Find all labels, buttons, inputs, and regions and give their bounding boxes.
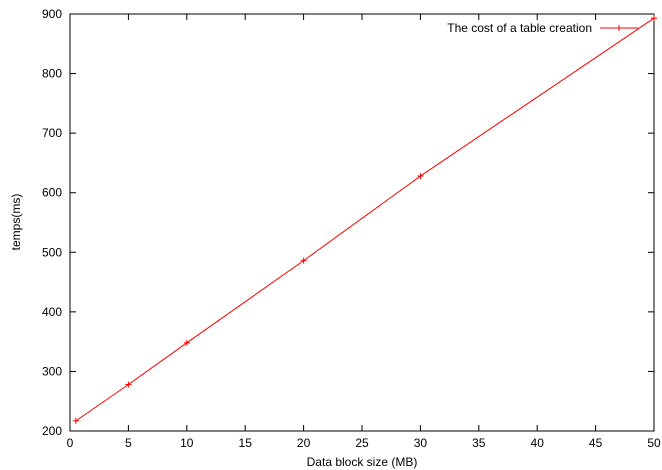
axis-tick-labels: 0 5 10 15 20 25 30 35 40 45 50 200 300 400 500 600 700 80…: [42, 7, 661, 450]
x-tick-label-10: 50: [647, 436, 661, 450]
legend-label: The cost of a table creation: [447, 21, 592, 35]
x-tick-label-2: 10: [180, 436, 194, 450]
x-tick-label-5: 25: [355, 436, 369, 450]
y-tick-label-4: 600: [42, 186, 62, 200]
y-axis-label: temps(ms): [9, 194, 23, 251]
legend: The cost of a table creation: [447, 21, 638, 35]
x-tick-label-8: 40: [531, 436, 545, 450]
data-point-0-2: [183, 339, 190, 346]
y-tick-label-2: 400: [42, 305, 62, 319]
x-tick-label-9: 45: [589, 436, 603, 450]
legend-marker: [616, 25, 622, 31]
x-tick-label-3: 15: [239, 436, 253, 450]
series-layer: [72, 15, 657, 424]
y-tick-label-7: 900: [42, 7, 62, 21]
series-line-0: [75, 17, 655, 422]
x-axis-label: Data block size (MB): [307, 455, 418, 469]
axis-ticks: [69, 13, 655, 432]
x-tick-label-7: 35: [472, 436, 486, 450]
data-point-0-4: [417, 173, 424, 180]
y-tick-label-3: 500: [42, 245, 62, 259]
y-tick-label-6: 800: [42, 67, 62, 81]
x-tick-label-6: 30: [414, 436, 428, 450]
data-point-0-5: [651, 15, 657, 22]
x-tick-label-4: 20: [297, 436, 311, 450]
x-tick-label-1: 5: [125, 436, 132, 450]
plot-frame: [69, 13, 655, 432]
y-tick-label-5: 700: [42, 126, 62, 140]
x-tick-label-0: 0: [67, 436, 74, 450]
data-point-0-0: [72, 417, 79, 424]
data-point-0-3: [300, 257, 307, 264]
y-tick-label-0: 200: [42, 424, 62, 438]
y-tick-label-1: 300: [42, 364, 62, 378]
data-point-0-1: [125, 381, 132, 388]
